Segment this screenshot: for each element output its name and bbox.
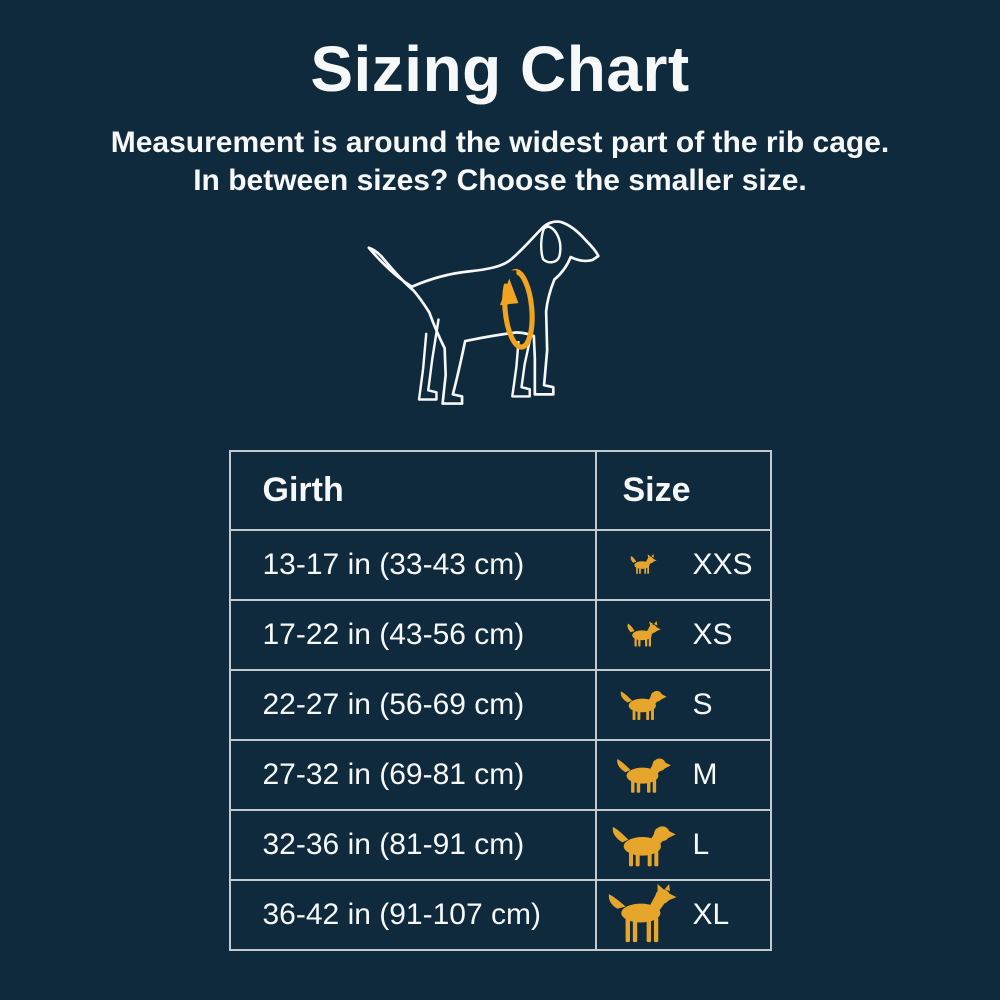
girth-value: 32-36 in (81-91 cm) [228, 808, 597, 881]
subtitle-line-1: Measurement is around the widest part of… [110, 125, 890, 159]
table-row: 17-22 in (43-56 cm) XS [228, 598, 772, 671]
table-row: 36-42 in (91-107 cm) XL [228, 878, 772, 951]
dog-xs-icon [605, 621, 681, 648]
size-value: XXS [692, 547, 753, 581]
size-value: M [692, 757, 718, 791]
size-value: XL [692, 897, 730, 931]
size-value: S [692, 687, 713, 721]
girth-value: 27-32 in (69-81 cm) [228, 738, 597, 811]
table-row: 32-36 in (81-91 cm) L [228, 808, 772, 881]
girth-value: 36-42 in (91-107 cm) [228, 878, 597, 951]
subtitle-line-2: In between sizes? Choose the smaller siz… [193, 163, 807, 197]
size-column-header: Size [594, 449, 772, 531]
dog-m-icon [605, 754, 681, 795]
table-row: 27-32 in (69-81 cm) M [228, 738, 772, 811]
table-row: 22-27 in (56-69 cm) S [228, 668, 772, 741]
page-title: Sizing Chart [310, 33, 690, 105]
girth-value: 13-17 in (33-43 cm) [228, 528, 597, 601]
size-value: L [692, 827, 710, 861]
dog-outline-icon [367, 220, 600, 406]
girth-measure-loop-arrow-icon [496, 269, 535, 350]
table-row: 13-17 in (33-43 cm) XXS [228, 528, 772, 601]
size-value: XS [692, 617, 733, 651]
girth-value: 17-22 in (43-56 cm) [228, 598, 597, 671]
girth-value: 22-27 in (56-69 cm) [228, 668, 597, 741]
table-header-row: Girth Size [228, 449, 772, 531]
sizing-table: Girth Size 13-17 in (33-43 cm) XXS 17-22… [228, 449, 772, 951]
dog-girth-measurement-illustration [0, 212, 1000, 424]
dog-xl-icon [605, 884, 681, 945]
dog-l-icon [605, 821, 681, 869]
dog-s-icon [605, 687, 681, 722]
dog-xxs-icon [605, 554, 681, 575]
subtitle: Measurement is around the widest part of… [0, 124, 1000, 200]
girth-column-header: Girth [228, 449, 597, 531]
